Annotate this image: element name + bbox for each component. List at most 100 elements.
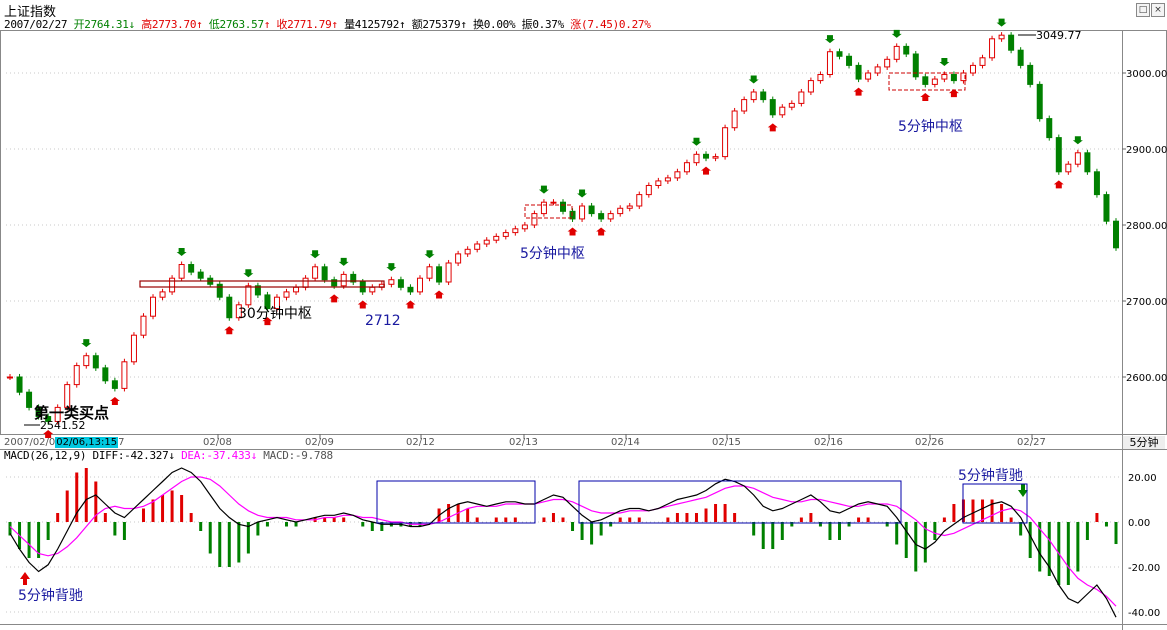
price-candle <box>531 213 538 226</box>
sell-arrow-icon <box>824 35 835 44</box>
price-candle <box>731 110 738 129</box>
price-candle <box>579 205 586 220</box>
quote-open: 2764.31 <box>84 18 129 31</box>
sell-arrow-icon <box>538 185 549 194</box>
divergence-label-2: 5分钟背驰 <box>958 467 1023 484</box>
quote-close: 2771.79 <box>287 18 332 31</box>
price-candle <box>931 78 938 85</box>
price-candle <box>64 384 71 408</box>
macd-dea-label: DEA: <box>181 449 207 462</box>
quote-low-label: 低 <box>208 18 220 31</box>
buy-arrow-icon <box>853 87 864 96</box>
price-panel-frame <box>0 30 1167 435</box>
quote-turnover-label: 换 <box>472 18 484 31</box>
quote-high: 2773.70 <box>151 18 197 31</box>
price-candle <box>855 64 862 80</box>
period-selector[interactable]: 5分钟 <box>1122 436 1165 449</box>
macd-macd: -9.788 <box>294 449 333 462</box>
macd-macd-label: MACD: <box>263 449 295 462</box>
price-candle <box>550 201 557 204</box>
price-candle <box>35 406 42 418</box>
price-candle <box>903 45 910 55</box>
price-candle <box>950 74 957 82</box>
price-candle <box>197 271 204 279</box>
sell-arrow-icon <box>577 189 588 198</box>
price-candle <box>722 127 729 158</box>
price-candle <box>416 277 423 293</box>
time-tick-label: 02/16 <box>814 437 843 448</box>
price-candle <box>483 239 490 245</box>
quote-amplitude-label: 振 <box>521 18 533 31</box>
macd-tick-label: -40.00 <box>1128 608 1160 619</box>
price-candle <box>836 51 843 57</box>
price-candle <box>1008 34 1015 51</box>
price-candle <box>245 285 252 306</box>
buy-arrow-icon <box>405 300 416 309</box>
buy-arrow-icon <box>262 317 273 326</box>
quote-open-label: 开 <box>73 18 85 31</box>
price-candle <box>1113 220 1119 249</box>
price-candle <box>998 34 1005 40</box>
quote-amplitude: 0.37% <box>532 18 564 31</box>
price-candle <box>188 264 195 273</box>
price-candle <box>655 180 662 186</box>
buy-arrow-icon <box>701 166 712 175</box>
price-candle <box>321 266 328 281</box>
buy-arrow-icon <box>920 92 931 101</box>
diff-line <box>9 467 1117 618</box>
maximize-icon[interactable]: □ <box>1136 3 1150 17</box>
price-candle <box>826 51 833 76</box>
price-candle <box>130 334 137 363</box>
price-candle <box>540 201 547 215</box>
cursor-date-highlight: 02/06,13:15 <box>55 437 119 448</box>
time-tick-label: 02/27 <box>1017 437 1046 448</box>
price-candle <box>1103 194 1110 222</box>
quote-line: 2007/02/27 开2764.31↓ 高2773.70↑ 低2763.57↑… <box>4 16 651 32</box>
sell-arrow-icon <box>81 339 92 348</box>
price-candle <box>92 355 99 369</box>
price-candle <box>798 91 805 104</box>
buy-arrow-icon <box>596 227 607 236</box>
price-tick-label: 3000.00 <box>1126 69 1167 80</box>
price-candle <box>1036 83 1043 120</box>
price-candle <box>1027 64 1034 85</box>
cursor-date: 2007/02/002/06,13:157 <box>4 436 124 449</box>
close-icon[interactable]: × <box>1151 3 1165 17</box>
price-candle <box>1055 137 1062 173</box>
price-candle <box>254 285 261 296</box>
level-2712-label: 2712 <box>365 313 401 329</box>
price-candle <box>674 171 681 179</box>
index-title: 上证指数 <box>4 5 57 20</box>
price-candle <box>445 262 452 283</box>
price-candle <box>617 207 624 215</box>
price-candle <box>436 266 443 283</box>
divergence-buy-arrow-icon <box>20 572 30 585</box>
sell-arrow-icon <box>996 18 1007 27</box>
cursor-date-left: 2007/02/0 <box>4 437 56 448</box>
sell-arrow-icon <box>424 250 435 259</box>
quote-close-arrow: ↑ <box>331 18 338 31</box>
time-tick-label: 02/14 <box>611 437 640 448</box>
macd-dea: -37.433 <box>206 449 251 462</box>
price-candle <box>760 91 767 101</box>
price-candle <box>769 99 776 116</box>
price-tick-label: 2600.00 <box>1126 373 1167 384</box>
sell-arrow-icon <box>243 269 254 278</box>
zhongshu-5m-label-2: 5分钟中枢 <box>898 118 963 135</box>
price-candle <box>779 106 786 116</box>
quote-amount-label: 额 <box>411 18 423 31</box>
sell-arrow-icon <box>1072 136 1083 145</box>
time-tick-label: 02/09 <box>305 437 334 448</box>
quote-low: 2763.57 <box>219 18 265 31</box>
price-candle <box>111 380 118 389</box>
price-candle <box>846 55 853 66</box>
sell-arrow-icon <box>386 263 397 272</box>
price-candle <box>397 279 404 288</box>
cursor-date-right: 7 <box>118 437 125 448</box>
macd-diff-arrow: ↓ <box>168 449 175 462</box>
quote-change-label: 涨 <box>570 18 581 31</box>
price-candle <box>979 57 986 66</box>
price-candle <box>331 279 338 287</box>
quote-amount-arrow: ↑ <box>460 18 467 31</box>
